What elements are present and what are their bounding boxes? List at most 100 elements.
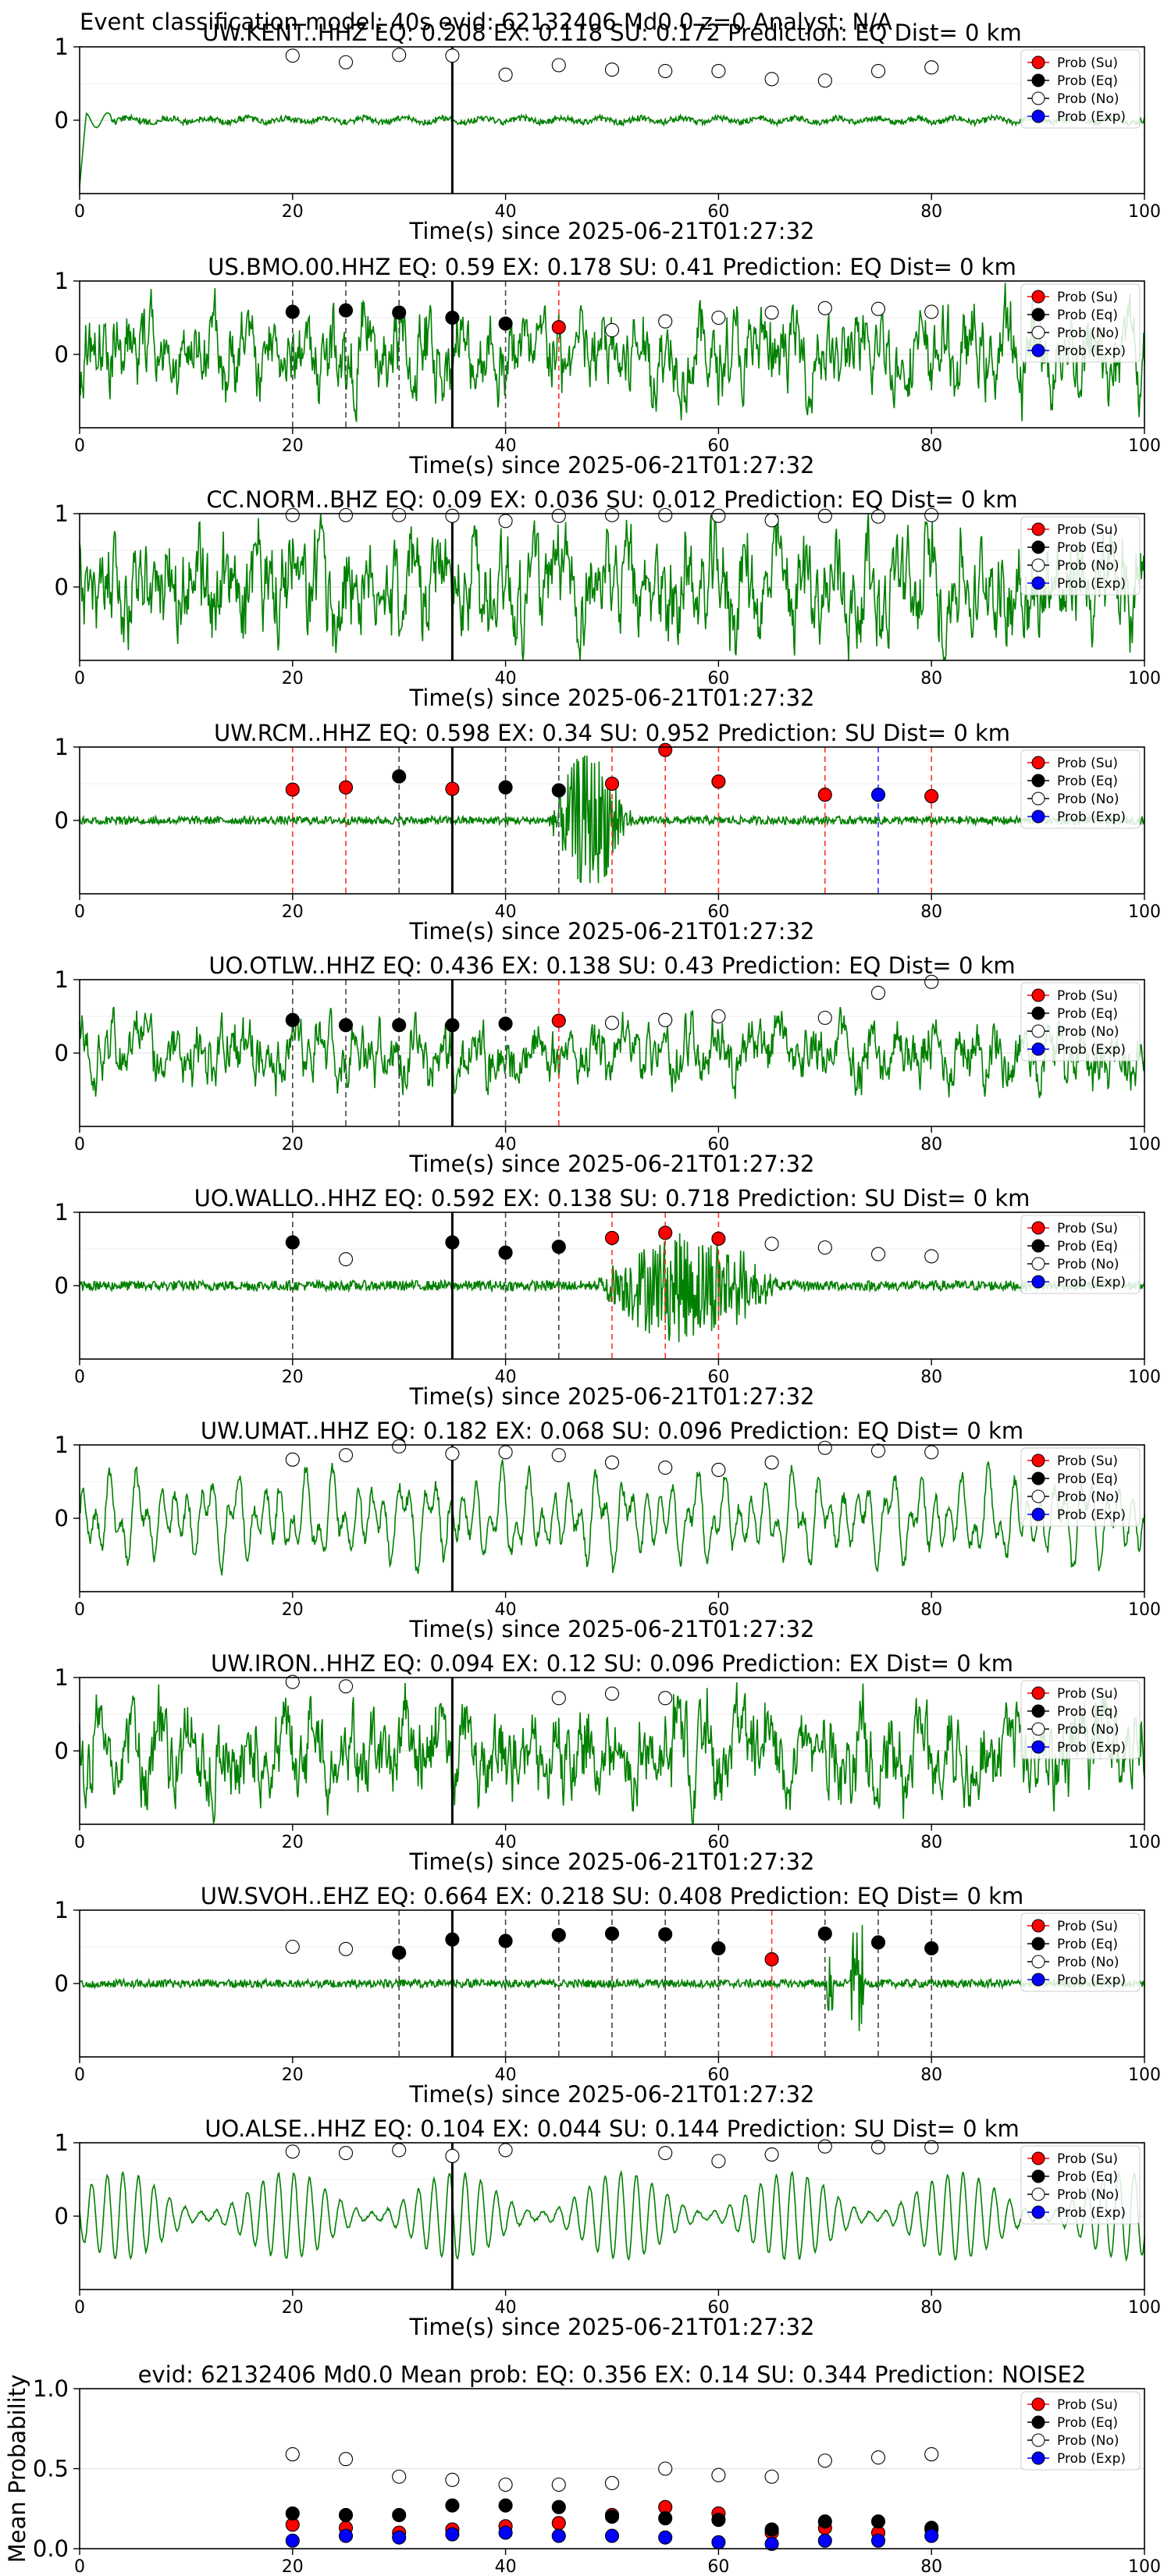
y-tick-label: 1 [55, 734, 69, 760]
prob-point [764, 2147, 779, 2162]
mean-prob-point [817, 2533, 832, 2548]
legend-marker [1031, 540, 1045, 554]
prob-point [817, 1010, 832, 1025]
prob-point [924, 1445, 939, 1460]
legend-label: Prob (Su) [1057, 988, 1118, 1004]
legend-label: Prob (Su) [1057, 1919, 1118, 1934]
x-tick-label: 0 [74, 1135, 85, 1155]
legend-marker [1031, 2433, 1045, 2447]
y-tick-label: 0 [55, 1738, 69, 1764]
prob-point [285, 2144, 300, 2159]
mean-prob-point [445, 2498, 460, 2513]
legend-marker [1031, 290, 1045, 304]
legend-label: Prob (Exp) [1057, 1740, 1126, 1756]
legend-marker [1031, 2397, 1045, 2411]
figure-title: Event classification model: 40s evid: 62… [80, 9, 892, 35]
mean-prob-point [392, 2530, 407, 2545]
mean-prob-point [338, 2507, 354, 2522]
mean-prob-point [658, 2511, 673, 2526]
station-panel: evid: 62132406 Md0.0 Mean prob: EQ: 0.35… [4, 2361, 1161, 2576]
legend-label: Prob (No) [1057, 91, 1119, 107]
waveform-trace [79, 112, 1145, 187]
prob-point [338, 1018, 354, 1033]
legend-label: Prob (Eq) [1057, 1937, 1118, 1952]
prob-point [658, 742, 673, 757]
x-tick-label: 0 [74, 436, 85, 456]
legend-label: Prob (Su) [1057, 290, 1118, 305]
prob-point [338, 303, 354, 318]
y-tick-label: 1 [55, 1897, 69, 1923]
legend-marker [1031, 55, 1045, 69]
x-axis-label: Time(s) since 2025-06-21T01:27:32 [409, 2081, 815, 2108]
legend-box [1020, 1912, 1141, 1992]
prob-point [285, 507, 300, 522]
legend-marker [1031, 1686, 1045, 1700]
y-tick-label: 0 [55, 807, 69, 834]
prob-point [870, 1443, 886, 1458]
prob-point [498, 514, 513, 528]
mean-prob-point [924, 2528, 939, 2543]
legend-marker [1031, 1919, 1045, 1933]
mean-prob-point [445, 2472, 460, 2487]
prob-point [817, 73, 832, 88]
y-tick-label: 1 [55, 1664, 69, 1691]
legend-label: Prob (Su) [1057, 1221, 1118, 1236]
legend-label: Prob (Eq) [1057, 2415, 1118, 2431]
y-tick-label: 1 [55, 34, 69, 60]
legend-marker [1031, 1471, 1045, 1485]
x-tick-label: 80 [920, 902, 942, 922]
y-tick-label: 1 [55, 1432, 69, 1458]
prob-point [604, 1455, 620, 1470]
x-tick-label: 0 [74, 669, 85, 688]
prob-point [658, 314, 673, 329]
legend-label: Prob (Exp) [1057, 1275, 1126, 1290]
mean-prob-point [658, 2461, 673, 2476]
prob-point [285, 1939, 300, 1955]
prob-point [285, 48, 300, 63]
station-panel: UW.KENT..HHZ EQ: 0.208 EX: 0.118 SU: 0.1… [55, 20, 1161, 244]
legend-marker [1031, 343, 1045, 358]
prob-point [338, 780, 354, 795]
x-tick-label: 100 [1128, 2065, 1161, 2085]
x-tick-label: 100 [1128, 202, 1161, 222]
x-tick-label: 60 [707, 2065, 729, 2085]
prob-point [338, 507, 354, 522]
station-panel: UW.UMAT..HHZ EQ: 0.182 EX: 0.068 SU: 0.0… [55, 1418, 1161, 1642]
legend-label: Prob (Su) [1057, 1686, 1118, 1702]
y-tick-label: 1 [55, 268, 69, 294]
prob-point [445, 1235, 460, 1250]
legend-marker [1031, 988, 1045, 1002]
legend-label: Prob (No) [1057, 1024, 1119, 1040]
x-tick-label: 100 [1128, 1600, 1161, 1620]
y-tick-label: 1 [55, 2129, 69, 2156]
prob-point [338, 55, 354, 69]
x-tick-label: 0 [74, 1368, 85, 1387]
mean-prob-point [498, 2477, 513, 2492]
x-tick-label: 40 [495, 1135, 517, 1155]
prob-point [551, 508, 566, 523]
mean-prob-point [764, 2522, 779, 2537]
prob-point [924, 507, 939, 522]
x-tick-label: 100 [1128, 1833, 1161, 1852]
x-tick-label: 100 [1128, 2557, 1161, 2576]
legend-marker [1031, 1722, 1045, 1736]
x-axis-label: Time(s) since 2025-06-21T01:27:32 [409, 685, 815, 711]
prob-point [392, 305, 407, 320]
station-panel: UW.IRON..HHZ EQ: 0.094 EX: 0.12 SU: 0.09… [55, 1650, 1161, 1875]
prob-point [551, 1691, 566, 1706]
x-tick-label: 80 [920, 669, 942, 688]
prob-point [392, 1439, 407, 1453]
prob-point [338, 2146, 354, 2161]
legend-label: Prob (Su) [1057, 2397, 1118, 2413]
prob-point [817, 788, 832, 802]
prob-point [658, 2146, 673, 2161]
prob-point [445, 1932, 460, 1947]
prob-point [445, 48, 460, 63]
legend-marker [1031, 774, 1045, 788]
prob-point [498, 316, 513, 331]
prob-point [764, 1455, 779, 1470]
x-tick-label: 60 [707, 1600, 729, 1620]
x-tick-label: 100 [1128, 1135, 1161, 1155]
legend-label: Prob (No) [1057, 2433, 1119, 2449]
